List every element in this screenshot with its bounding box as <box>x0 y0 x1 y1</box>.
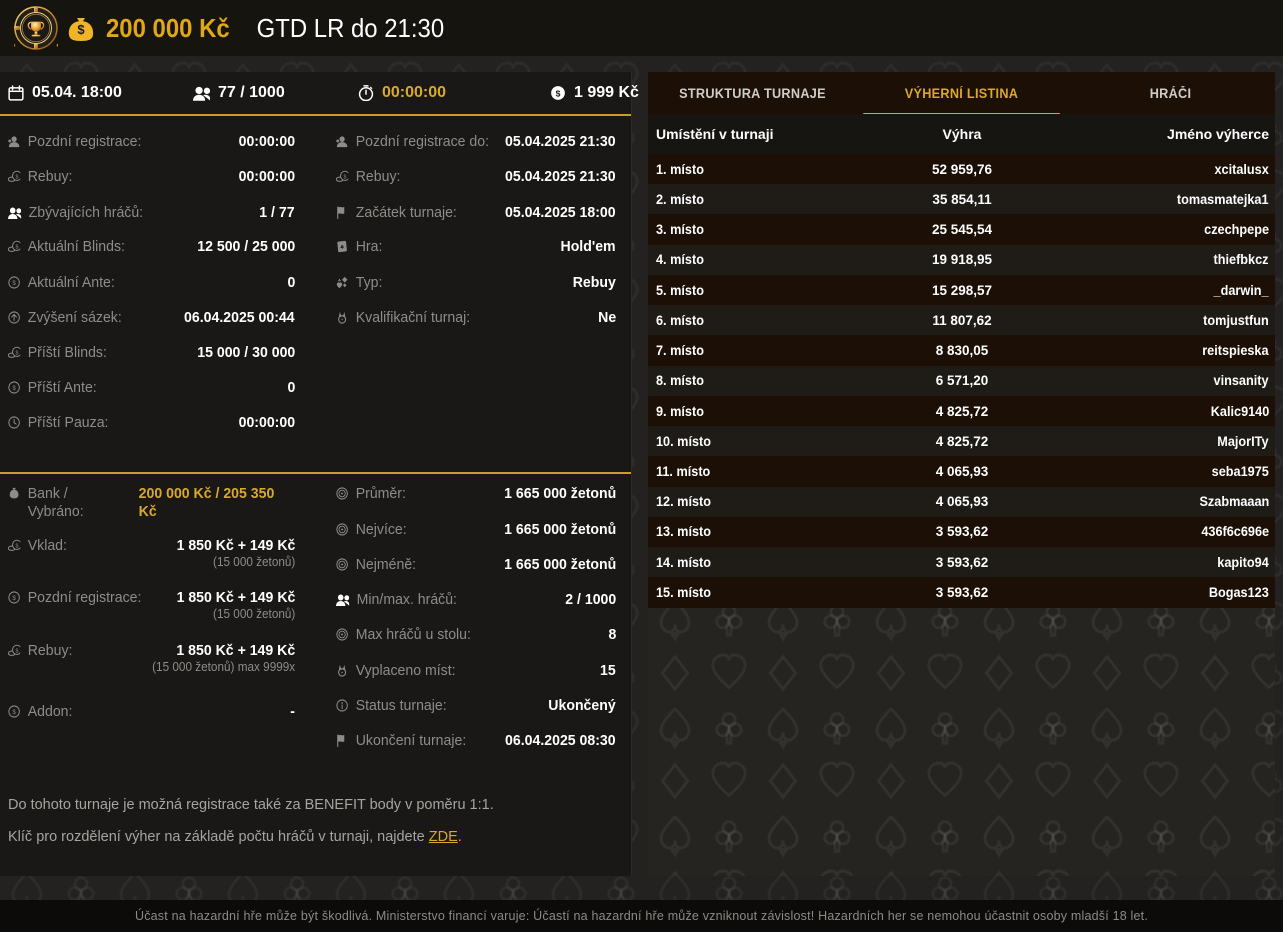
svg-text:$: $ <box>77 22 85 37</box>
